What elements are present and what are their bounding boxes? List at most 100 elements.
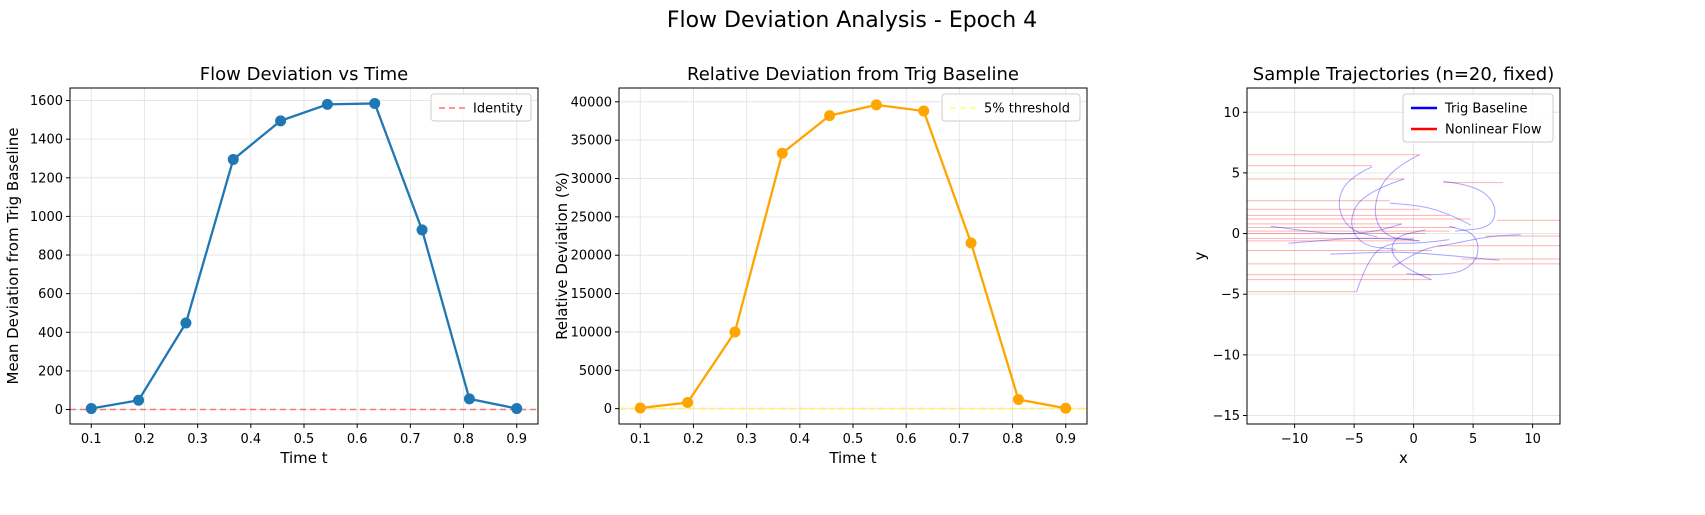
x-tick-label: 0.2: [683, 432, 704, 447]
x-tick-label: 0: [1409, 432, 1417, 447]
trig-baseline-trajectory: [1391, 234, 1521, 268]
trig-baseline-trajectory: [1374, 154, 1420, 242]
data-point: [227, 153, 239, 165]
y-tick-label: 25000: [571, 210, 612, 225]
data-point: [1012, 393, 1024, 405]
y-tick-label: 800: [38, 249, 63, 264]
y-tick-label: 30000: [571, 172, 612, 187]
x-tick-label: 0.7: [949, 432, 970, 447]
chart-panel-2: 0.1 0.2 0.3 0.4 0.5 0.6 0.7 0.8 0.9 0 5000 10000 150…: [553, 64, 1088, 467]
data-point: [729, 326, 741, 338]
legend: Identity: [430, 93, 532, 122]
y-tick-label: −10: [1213, 348, 1240, 363]
y-tick-label: 35000: [571, 134, 612, 149]
data-point: [321, 98, 333, 110]
plot-content: [619, 99, 1087, 414]
x-tick-label: 0.4: [240, 432, 261, 447]
legend: Trig Baseline Nonlinear Flow: [1402, 93, 1554, 143]
trig-baseline-trajectory: [1270, 223, 1402, 235]
trig-baseline-trajectory: [1389, 202, 1471, 226]
data-point: [965, 237, 977, 249]
legend-label: Nonlinear Flow: [1445, 123, 1542, 138]
y-tick-label: 10000: [571, 325, 612, 340]
y-tick-label: 1600: [30, 94, 63, 109]
data-point: [776, 147, 788, 159]
trig-baseline-trajectory: [1406, 225, 1479, 276]
data-point: [133, 394, 145, 406]
y-tick-label: −15: [1213, 409, 1240, 424]
trig-baseline-trajectory: [1338, 166, 1379, 238]
y-axis-label: Relative Deviation (%): [553, 172, 571, 340]
trig-baseline-trajectory: [1391, 229, 1432, 281]
data-point: [416, 224, 428, 236]
x-tick-label: 0.1: [630, 432, 651, 447]
y-tick-label: −5: [1221, 288, 1240, 303]
data-point: [85, 403, 97, 415]
y-tick-label: 1000: [30, 210, 63, 225]
trig-baseline-trajectory: [1351, 178, 1405, 250]
chart-panel-3: −10 −5 0 5 10 10 5 0 −5 −10 −15 Sample Trajectories…: [1191, 64, 1561, 467]
y-tick-label: 0: [604, 402, 612, 417]
x-tick-label: −5: [1345, 432, 1364, 447]
trig-baseline-trajectory: [1443, 180, 1496, 232]
y-tick-label: 15000: [571, 287, 612, 302]
figure-suptitle: Flow Deviation Analysis - Epoch 4: [667, 8, 1037, 33]
y-axis-label: y: [1191, 251, 1209, 260]
y-tick-label: 0: [1232, 227, 1240, 242]
legend-box: [430, 93, 532, 122]
legend-label: Identity: [473, 102, 523, 117]
y-tick-label: 5: [1232, 166, 1240, 181]
panels: 0.1 0.2 0.3 0.4 0.5 0.6 0.7 0.8 0.9 0 200 400 600 800…: [4, 64, 1561, 467]
x-tick-label: 0.2: [134, 432, 155, 447]
x-tick-label: 0.3: [736, 432, 757, 447]
x-tick-label: 0.6: [896, 432, 917, 447]
data-point: [369, 97, 381, 109]
series-line-1: [640, 103, 1066, 410]
y-tick-label: 1400: [30, 133, 63, 148]
data-point: [682, 397, 694, 409]
data-point: [463, 393, 475, 405]
plot-frame: [1246, 87, 1561, 425]
data-point: [918, 105, 930, 117]
trig-baseline-trajectory: [1356, 239, 1450, 292]
trig-baseline-trajectory: [1288, 237, 1414, 244]
x-tick-label: 0.1: [81, 432, 102, 447]
y-tick-label: 600: [38, 287, 63, 302]
y-tick-label: 1200: [30, 171, 63, 186]
y-tick-label: 400: [38, 326, 63, 341]
x-tick-label: 0.4: [789, 432, 810, 447]
legend-box: [941, 93, 1081, 122]
x-tick-label: 0.9: [506, 432, 527, 447]
x-tick-label: 0.8: [453, 432, 474, 447]
x-axis-label: Time t: [828, 449, 876, 467]
y-tick-label: 0: [55, 403, 63, 418]
x-tick-label: 0.3: [187, 432, 208, 447]
y-tick-label: 10: [1223, 106, 1240, 121]
data-point: [824, 110, 836, 122]
legend-label: Trig Baseline: [1444, 102, 1528, 117]
y-tick-label: 200: [38, 364, 63, 379]
series-line-1: [91, 102, 517, 410]
y-tick-label: 5000: [579, 364, 612, 379]
y-tick-label: 20000: [571, 249, 612, 264]
x-tick-label: −10: [1281, 432, 1308, 447]
data-point: [1060, 402, 1072, 414]
plot-content: [70, 97, 538, 415]
data-point: [870, 99, 882, 111]
x-tick-label: 0.9: [1055, 432, 1076, 447]
chart-title: Flow Deviation vs Time: [200, 64, 408, 85]
x-axis-label: Time t: [279, 449, 327, 467]
data-point: [511, 403, 523, 415]
data-point: [634, 402, 646, 414]
x-tick-label: 0.5: [843, 432, 864, 447]
plot-area: [1247, 88, 1560, 424]
x-tick-label: 0.8: [1002, 432, 1023, 447]
legend-label: 5% threshold: [984, 102, 1070, 117]
plot-content: [1247, 154, 1560, 293]
x-tick-label: 0.6: [347, 432, 368, 447]
legend: 5% threshold: [941, 93, 1081, 122]
x-axis-label: x: [1399, 449, 1408, 467]
x-tick-label: 0.5: [294, 432, 315, 447]
chart-title: Sample Trajectories (n=20, fixed): [1253, 64, 1554, 85]
